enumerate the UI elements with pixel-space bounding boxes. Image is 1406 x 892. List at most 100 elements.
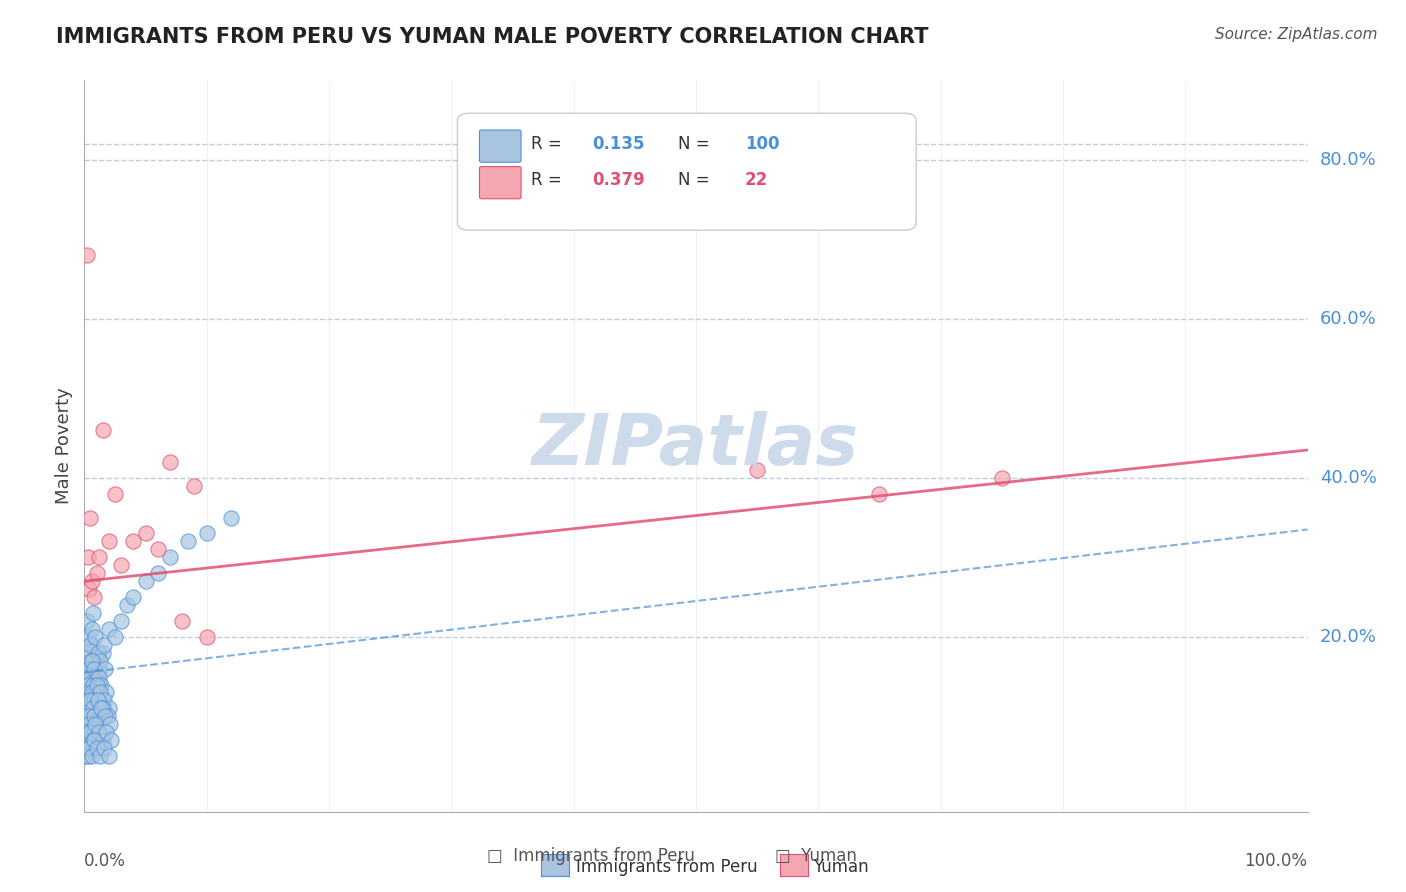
Point [146, 566, 169, 581]
FancyBboxPatch shape [479, 167, 522, 199]
Point [75, 685, 97, 699]
Text: R =: R = [531, 171, 567, 189]
Point [94, 662, 117, 676]
Point [96, 725, 118, 739]
Point [84, 630, 107, 644]
Point [86, 566, 108, 581]
Point [104, 630, 127, 644]
Point [177, 534, 200, 549]
Point [195, 630, 218, 644]
Point [77, 685, 100, 699]
Point [79, 669, 101, 683]
Point [87, 646, 110, 660]
Point [93, 741, 115, 756]
Point [98, 717, 121, 731]
Point [77, 741, 100, 756]
Point [79, 725, 101, 739]
Point [79, 693, 101, 707]
Point [97, 534, 120, 549]
Point [747, 463, 769, 477]
Point [93, 693, 115, 707]
Point [159, 455, 181, 469]
Point [94, 709, 117, 723]
Point [80, 685, 103, 699]
Point [159, 550, 181, 565]
Point [91, 423, 114, 437]
Point [76, 717, 98, 731]
Point [89, 677, 111, 691]
Point [86, 741, 108, 756]
Point [76, 709, 98, 723]
Point [77, 677, 100, 691]
Point [91, 646, 114, 660]
Point [97, 622, 120, 636]
Text: □  Immigrants from Peru: □ Immigrants from Peru [486, 847, 695, 865]
Text: IMMIGRANTS FROM PERU VS YUMAN MALE POVERTY CORRELATION CHART: IMMIGRANTS FROM PERU VS YUMAN MALE POVER… [56, 27, 929, 46]
Text: 20.0%: 20.0% [1320, 628, 1376, 646]
Point [77, 701, 100, 715]
Point [76, 248, 98, 262]
Point [75, 693, 97, 707]
FancyBboxPatch shape [457, 113, 917, 230]
Text: 80.0%: 80.0% [1320, 151, 1376, 169]
Point [75, 749, 97, 764]
Point [86, 677, 108, 691]
Point [77, 646, 100, 660]
Point [77, 550, 100, 565]
Point [83, 590, 105, 604]
Text: ZIPatlas: ZIPatlas [533, 411, 859, 481]
Text: Immigrants from Peru: Immigrants from Peru [576, 858, 758, 876]
Point [97, 749, 120, 764]
Point [77, 662, 100, 676]
Point [82, 677, 104, 691]
Point [91, 733, 114, 747]
Point [100, 733, 122, 747]
Point [75, 725, 97, 739]
Point [90, 677, 112, 691]
Point [75, 733, 97, 747]
Text: 0.0%: 0.0% [84, 852, 127, 870]
Point [135, 574, 157, 589]
Point [77, 709, 100, 723]
Point [77, 749, 100, 764]
Point [991, 471, 1014, 485]
Point [79, 701, 101, 715]
Point [97, 701, 120, 715]
Point [89, 749, 111, 764]
Point [146, 542, 169, 557]
Point [86, 677, 108, 691]
Point [219, 510, 242, 524]
Point [122, 590, 145, 604]
Point [90, 701, 112, 715]
Point [87, 669, 110, 683]
Point [77, 677, 100, 691]
Point [77, 677, 100, 691]
Point [83, 693, 105, 707]
Point [87, 550, 110, 565]
Point [79, 693, 101, 707]
Text: N =: N = [678, 171, 714, 189]
Point [869, 486, 891, 500]
FancyBboxPatch shape [479, 130, 522, 162]
Point [110, 558, 132, 573]
Point [87, 662, 110, 676]
Point [77, 693, 100, 707]
Point [76, 662, 98, 676]
Point [77, 709, 100, 723]
Point [80, 622, 103, 636]
Point [87, 717, 110, 731]
Text: 0.135: 0.135 [592, 135, 644, 153]
Point [96, 685, 118, 699]
Point [89, 685, 111, 699]
Point [195, 526, 218, 541]
Text: 60.0%: 60.0% [1320, 310, 1376, 327]
Point [91, 701, 114, 715]
Point [80, 574, 103, 589]
Point [79, 510, 101, 524]
Point [77, 733, 100, 747]
Point [104, 486, 127, 500]
Text: R =: R = [531, 135, 567, 153]
Point [87, 693, 110, 707]
Point [76, 725, 98, 739]
Point [115, 598, 138, 612]
